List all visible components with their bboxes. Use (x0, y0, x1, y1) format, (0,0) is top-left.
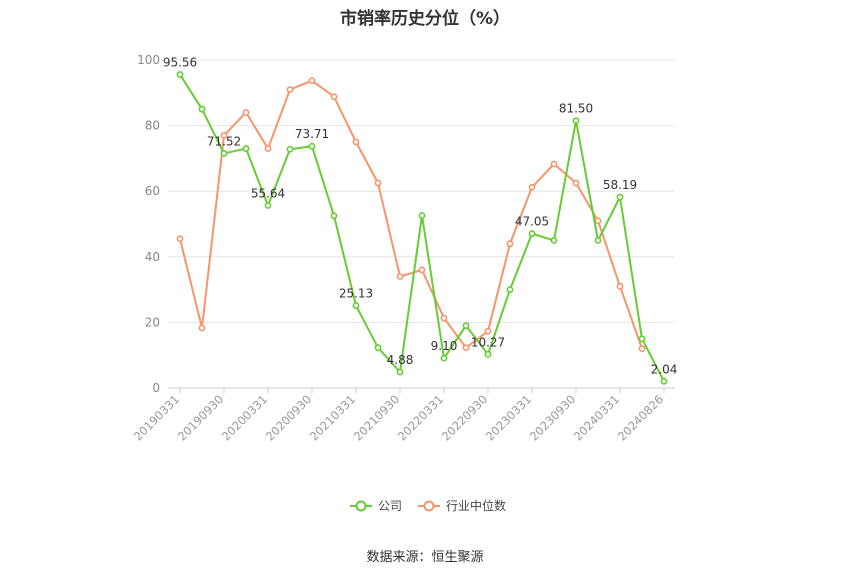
x-tick-label: 20230331 (483, 392, 534, 443)
x-tick-label: 20230930 (527, 392, 578, 443)
data-point-company[interactable] (286, 145, 294, 153)
data-point-industry[interactable] (506, 240, 514, 248)
series-line-industry (179, 79, 643, 349)
data-point-company[interactable] (396, 368, 404, 376)
data-point-company[interactable] (330, 212, 338, 220)
data-point-industry[interactable] (616, 282, 624, 290)
legend-label[interactable]: 行业中位数 (446, 498, 506, 513)
data-point-industry[interactable] (440, 314, 448, 322)
data-point-company[interactable] (660, 377, 668, 385)
data-label: 95.56 (163, 56, 197, 70)
data-point-industry[interactable] (572, 179, 580, 187)
data-label: 2.04 (651, 362, 678, 376)
data-point-industry[interactable] (594, 217, 602, 225)
data-point-company[interactable] (242, 145, 250, 152)
data-point-industry[interactable] (550, 160, 558, 168)
data-point-industry[interactable] (528, 183, 536, 191)
data-point-company[interactable] (550, 236, 558, 244)
data-point-company[interactable] (616, 193, 624, 201)
data-point-industry[interactable] (330, 93, 338, 101)
data-label: 73.71 (295, 127, 329, 141)
data-point-company[interactable] (572, 117, 580, 125)
data-point-industry[interactable] (484, 327, 492, 335)
data-label: 9.10 (431, 339, 458, 353)
data-label: 47.05 (515, 215, 549, 229)
legend-marker[interactable] (423, 500, 435, 512)
data-point-company[interactable] (198, 105, 206, 113)
series-line-company (179, 74, 665, 382)
data-source-note: 数据来源：恒生聚源 (366, 550, 484, 565)
x-tick-label: 20210930 (351, 392, 402, 443)
y-tick-label: 80 (145, 119, 160, 133)
x-tick-label: 20190930 (175, 392, 226, 443)
data-point-company[interactable] (484, 350, 492, 358)
data-point-industry[interactable] (220, 132, 228, 139)
data-label: 10.27 (471, 335, 505, 349)
y-tick-label: 40 (145, 250, 160, 264)
x-tick-label: 20240331 (571, 392, 622, 443)
data-label: 81.50 (559, 102, 593, 116)
data-label: 55.64 (251, 187, 285, 201)
data-point-company[interactable] (440, 354, 448, 362)
x-tick-label: 20200331 (219, 392, 270, 443)
data-point-company[interactable] (418, 212, 426, 219)
data-label: 25.13 (339, 287, 373, 301)
data-point-company[interactable] (264, 202, 272, 209)
data-point-company[interactable] (176, 71, 184, 78)
x-tick-label: 20200930 (263, 392, 314, 443)
data-point-company[interactable] (352, 302, 360, 309)
data-point-industry[interactable] (198, 324, 206, 332)
data-point-industry[interactable] (264, 145, 272, 152)
data-point-industry[interactable] (242, 109, 250, 116)
y-tick-label: 100 (137, 53, 160, 67)
legend-label[interactable]: 公司 (378, 499, 402, 513)
data-label: 4.88 (387, 353, 414, 367)
x-tick-label: 20240826 (615, 392, 666, 443)
data-point-industry[interactable] (374, 179, 382, 187)
x-tick-label: 20220930 (439, 392, 490, 443)
data-point-company[interactable] (594, 236, 602, 244)
data-label: 71.52 (207, 134, 241, 148)
x-tick-label: 20190331 (131, 392, 182, 443)
data-point-industry[interactable] (176, 235, 184, 243)
data-point-industry[interactable] (462, 344, 470, 352)
data-point-industry[interactable] (352, 138, 360, 146)
data-point-industry[interactable] (308, 77, 316, 85)
data-point-industry[interactable] (286, 86, 294, 93)
y-tick-label: 20 (145, 315, 160, 329)
chart-title: 市销率历史分位（%） (339, 9, 511, 29)
x-tick-label: 20210331 (307, 392, 358, 443)
data-point-industry[interactable] (418, 266, 426, 274)
data-point-industry[interactable] (638, 345, 646, 353)
y-tick-label: 0 (152, 381, 160, 395)
x-tick-label: 20220331 (395, 392, 446, 443)
data-point-company[interactable] (220, 150, 228, 157)
data-point-company[interactable] (638, 335, 646, 343)
data-label: 58.19 (603, 178, 637, 192)
y-tick-label: 60 (145, 184, 160, 198)
data-point-company[interactable] (462, 322, 470, 330)
data-point-company[interactable] (308, 142, 316, 150)
legend-marker[interactable] (355, 500, 367, 512)
data-point-company[interactable] (506, 286, 514, 293)
data-point-company[interactable] (374, 344, 382, 352)
data-point-industry[interactable] (396, 273, 404, 280)
data-point-company[interactable] (528, 230, 536, 238)
